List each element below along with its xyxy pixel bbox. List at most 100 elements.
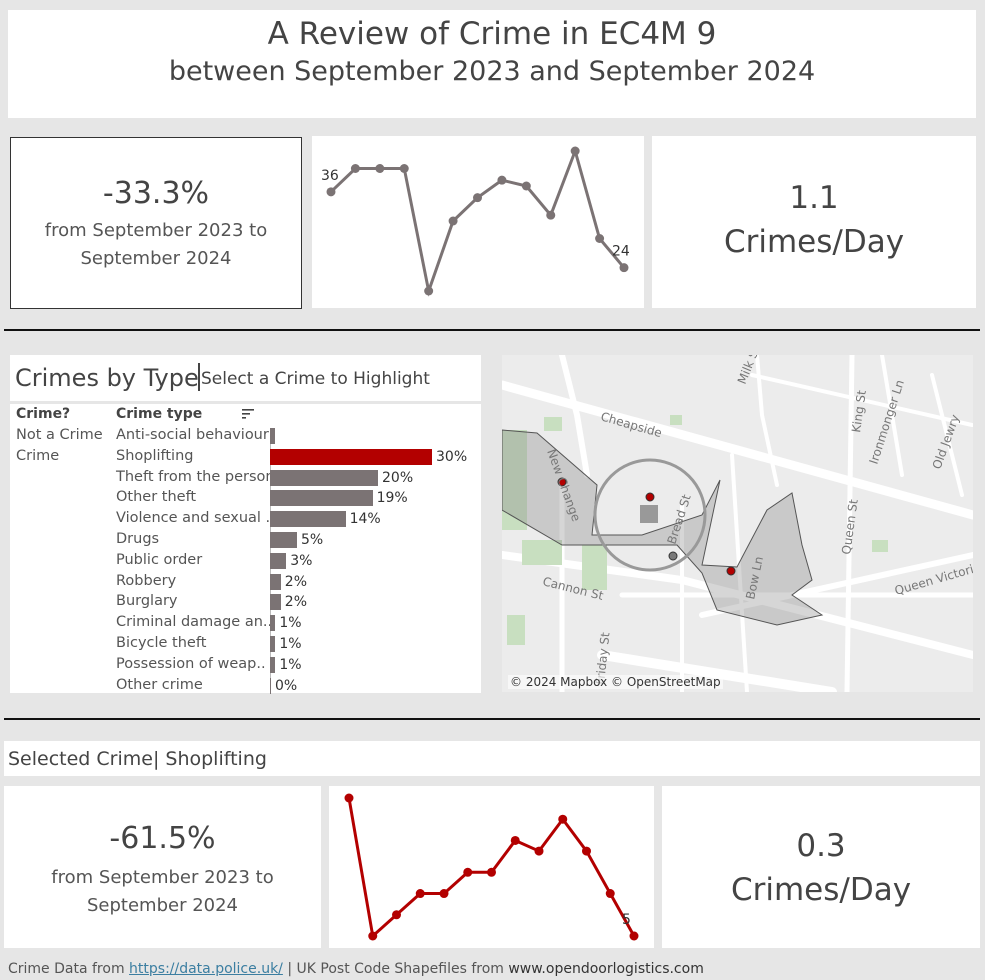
crimes-by-type-title: Crimes by Type [15, 364, 199, 392]
crime-type-label[interactable]: Drugs [116, 531, 160, 547]
crime-type-label[interactable]: Anti-social behaviour [116, 427, 269, 443]
crime-type-bar[interactable] [270, 428, 276, 444]
overall-crimes-per-day-card: 1.1 Crimes/Day [652, 136, 976, 308]
selected-crimes-per-day-unit: Crimes/Day [730, 872, 912, 908]
crime-type-pct-label: 1% [279, 636, 302, 652]
crime-type-bar[interactable] [270, 448, 432, 465]
selected-pct-sub1: from September 2023 to [51, 867, 274, 888]
crime-type-pct-label: 0% [275, 677, 298, 694]
divider-2 [4, 718, 980, 720]
crime-type-bar[interactable] [270, 594, 281, 611]
police-data-link[interactable]: https://data.police.uk/ [129, 961, 283, 977]
crime-type-label[interactable]: Theft from the person [116, 468, 275, 485]
trend-point [473, 193, 482, 203]
overall-trend-sparkline[interactable]: 36 24 [312, 136, 644, 308]
group-label-not-a-crime: Not a Crime [16, 427, 103, 443]
street-label: Old Jewry [930, 413, 963, 471]
crime-type-bar[interactable] [270, 511, 346, 528]
trend-point [521, 181, 531, 191]
street-label: Cheapside [599, 409, 663, 440]
crime-type-label[interactable]: Burglary [116, 593, 178, 610]
col-header-crime: Crime? [16, 406, 71, 422]
crime-type-pct-label: 2% [284, 594, 308, 611]
crime-type-bar[interactable] [270, 490, 373, 507]
crime-type-bar[interactable] [270, 552, 287, 569]
footer-site: www.opendoorlogistics.com [508, 961, 704, 977]
trend-point [534, 846, 544, 856]
crime-type-bar[interactable] [270, 677, 271, 694]
trend-point [368, 931, 378, 941]
crime-type-label[interactable]: Other theft [116, 489, 197, 506]
trend-point [344, 793, 354, 803]
divider-1 [4, 329, 980, 331]
trend-first-label: 36 [321, 168, 339, 184]
crime-marker-other [668, 551, 678, 561]
trend-point [487, 867, 496, 877]
trend-point [629, 931, 639, 941]
footer: Crime Data from https://data.police.uk/ … [8, 961, 704, 977]
map-canvas[interactable]: Cheapside Milk St King St Ironmonger Ln … [502, 355, 973, 692]
street-label: Queen St [839, 498, 861, 555]
trend-point [424, 286, 434, 296]
trend-point [439, 889, 449, 899]
overall-pct-sub2: September 2024 [80, 248, 232, 269]
trend-point [392, 910, 401, 920]
selected-trend-sparkline[interactable]: 13 5 [329, 774, 654, 948]
crime-marker [645, 492, 655, 502]
sort-icon[interactable] [242, 408, 254, 423]
crime-type-label[interactable]: Criminal damage an.. [116, 614, 273, 631]
trend-point [399, 164, 409, 173]
dashboard-title: A Review of Crime in EC4M 9 [267, 16, 717, 52]
center-marker [640, 505, 658, 523]
crime-type-label[interactable]: Public order [116, 551, 203, 568]
crime-type-pct-label: 19% [376, 490, 408, 507]
crimes-by-type-chart[interactable]: Crime? Crime type Not a Crime Crime Anti… [10, 404, 481, 694]
crime-type-bar[interactable] [270, 615, 276, 632]
title-separator [198, 363, 200, 391]
crime-type-bar[interactable] [270, 656, 276, 673]
trend-point [350, 164, 360, 173]
crime-map[interactable]: Cheapside Milk St King St Ironmonger Ln … [502, 355, 973, 692]
selected-trend-card[interactable]: 13 5 [329, 774, 654, 948]
crime-type-label[interactable]: Robbery [116, 572, 177, 589]
trend-point [595, 234, 605, 243]
crime-type-label[interactable]: Shoplifting [116, 447, 194, 464]
trend-point [570, 146, 580, 156]
crime-type-bar[interactable] [270, 636, 276, 652]
crime-type-pct-label: 1% [279, 656, 302, 673]
group-label-crime: Crime [16, 448, 60, 464]
crime-type-pct-label: 30% [436, 448, 468, 465]
crime-type-pct-label: 3% [290, 552, 313, 569]
trend-point [546, 210, 556, 220]
dashboard-header: A Review of Crime in EC4M 9 between Sept… [8, 10, 976, 118]
overall-trend-card[interactable]: 36 24 [312, 136, 644, 308]
crime-type-label[interactable]: Possession of weap.. [116, 655, 266, 672]
crime-type-label[interactable]: Other crime [116, 676, 203, 693]
crime-type-bar[interactable] [270, 469, 378, 486]
trend-point [558, 814, 568, 824]
trend-point [326, 187, 336, 197]
crime-type-label[interactable]: Violence and sexual .. [116, 510, 275, 527]
crime-type-pct-label: 2% [284, 573, 308, 590]
overall-pct-change-card: -33.3% from September 2023 to September … [10, 137, 302, 309]
crime-type-bar[interactable] [270, 573, 281, 590]
selected-pct-change-card: -61.5% from September 2023 to September … [4, 786, 321, 948]
crime-type-pct-label: 5% [301, 532, 324, 548]
trend-point [497, 175, 507, 185]
footer-middle: | UK Post Code Shapefiles from [282, 961, 509, 977]
trend-point [619, 263, 629, 273]
map-attribution[interactable]: © 2024 Mapbox © OpenStreetMap [508, 675, 723, 689]
crime-type-label[interactable]: Bicycle theft [116, 635, 207, 651]
trend-last-label: 5 [622, 912, 631, 928]
trend-point [582, 846, 591, 856]
overall-crimes-per-day-unit: Crimes/Day [723, 224, 905, 260]
overall-pct-change: -33.3% [102, 176, 210, 211]
crime-type-pct-label: 20% [382, 469, 414, 486]
selected-crime-label: Selected Crime| Shoplifting [8, 748, 267, 770]
crime-marker [557, 477, 567, 487]
col-header-crime-type[interactable]: Crime type [116, 406, 203, 422]
crime-type-bar[interactable] [270, 532, 297, 548]
trend-line [329, 146, 626, 297]
search-radius-circle [593, 458, 707, 572]
trend-point [605, 889, 615, 899]
